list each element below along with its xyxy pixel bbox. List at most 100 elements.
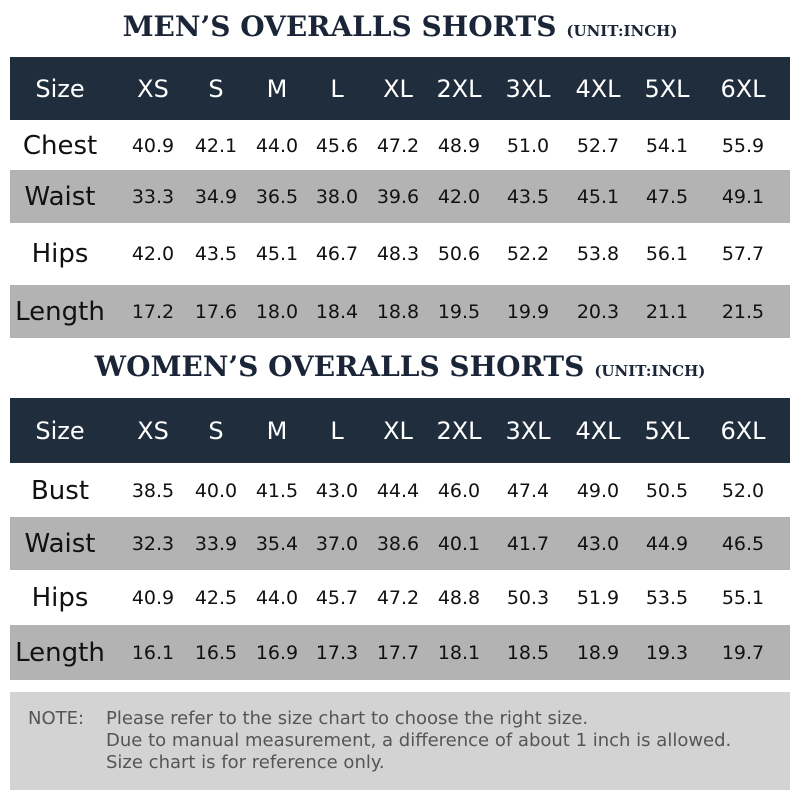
value-cell: 49.0 xyxy=(576,480,620,502)
value-cell: 19.3 xyxy=(645,641,689,664)
header-cell: XL xyxy=(383,416,413,445)
header-cell: 5XL xyxy=(644,416,690,445)
value-cell: 50.3 xyxy=(506,586,550,609)
value-cell: 21.1 xyxy=(645,300,689,323)
value-cell: 18.4 xyxy=(315,300,359,323)
row-label: Hips xyxy=(31,582,89,613)
value-cell: 41.5 xyxy=(255,480,299,502)
header-cell: L xyxy=(330,416,344,445)
value-cell: 55.1 xyxy=(721,586,765,609)
value-cell: 51.9 xyxy=(576,586,620,609)
value-cell: 18.0 xyxy=(255,300,299,323)
value-cell: 42.0 xyxy=(437,185,481,208)
section-title: MEN’S OVERALLS SHORTS (UNIT:INCH) xyxy=(0,10,800,43)
header-cell: XL xyxy=(383,74,413,103)
value-cell: 50.5 xyxy=(645,480,689,502)
value-cell: 47.2 xyxy=(376,586,420,609)
value-cell: 18.9 xyxy=(576,641,620,664)
table-row: Chest 40.9 42.1 44.0 45.6 47.2 48.9 51.0 52.7 54.… xyxy=(10,122,790,170)
value-cell: 51.0 xyxy=(506,135,550,157)
value-cell: 52.2 xyxy=(506,243,550,265)
note-label: NOTE: xyxy=(28,708,85,729)
table-row: Bust 38.5 40.0 41.5 43.0 44.4 46.0 47.4 49.0 50.5… xyxy=(10,465,790,517)
value-cell: 16.9 xyxy=(255,641,299,664)
value-cell: 42.5 xyxy=(194,586,238,609)
value-cell: 42.0 xyxy=(131,243,175,265)
value-cell: 19.9 xyxy=(506,300,550,323)
header-cell: XS xyxy=(137,74,169,103)
value-cell: 40.1 xyxy=(437,532,481,555)
value-cell: 20.3 xyxy=(576,300,620,323)
value-cell: 45.1 xyxy=(255,243,299,265)
value-cell: 46.0 xyxy=(437,480,481,502)
note-box: NOTE: Please refer to the size chart to … xyxy=(10,692,790,790)
table-row: Length 17.2 17.6 18.0 18.4 18.8 19.5 19.9 20.3 21… xyxy=(10,285,790,338)
value-cell: 44.9 xyxy=(645,532,689,555)
header-cell: 6XL xyxy=(720,416,766,445)
value-cell: 43.0 xyxy=(315,480,359,502)
title-text: MEN’S OVERALLS SHORTS xyxy=(122,10,557,43)
value-cell: 19.7 xyxy=(721,641,765,664)
header-cell: L xyxy=(330,74,344,103)
value-cell: 34.9 xyxy=(194,185,238,208)
note-line: Size chart is for reference only. xyxy=(106,752,385,773)
row-label: Bust xyxy=(30,476,90,506)
table-row: Waist 33.3 34.9 36.5 38.0 39.6 42.0 43.5 45.1 47.… xyxy=(10,170,790,223)
value-cell: 36.5 xyxy=(255,185,299,208)
row-label: Waist xyxy=(24,181,96,212)
value-cell: 52.7 xyxy=(576,135,620,157)
value-cell: 43.0 xyxy=(576,532,620,555)
header-cell: Size xyxy=(35,74,85,103)
unit-text: (UNIT:INCH) xyxy=(594,362,706,380)
value-cell: 55.9 xyxy=(721,135,765,157)
value-cell: 45.1 xyxy=(576,185,620,208)
value-cell: 40.0 xyxy=(194,480,238,502)
header-cell: 3XL xyxy=(505,416,551,445)
value-cell: 44.0 xyxy=(255,586,299,609)
value-cell: 45.7 xyxy=(315,586,359,609)
header-cell: M xyxy=(266,74,288,103)
value-cell: 43.5 xyxy=(506,185,550,208)
table-row: Hips 42.0 43.5 45.1 46.7 48.3 50.6 52.2 53.8 56.1… xyxy=(10,223,790,285)
value-cell: 57.7 xyxy=(721,243,765,265)
row-label: Hips xyxy=(31,239,89,269)
header-row: Size XS S M L XL 2XL 3XL 4XL 5XL 6XL xyxy=(10,398,790,463)
value-cell: 50.6 xyxy=(437,243,481,265)
unit-text: (UNIT:INCH) xyxy=(566,22,678,40)
row-label: Length xyxy=(15,637,105,668)
table-row: Waist 32.3 33.9 35.4 37.0 38.6 40.1 41.7 43.0 44.… xyxy=(10,517,790,570)
value-cell: 17.7 xyxy=(376,641,420,664)
header-cell: Size xyxy=(35,416,85,445)
value-cell: 35.4 xyxy=(255,532,299,555)
row-label: Chest xyxy=(22,131,98,161)
table-row: Length 16.1 16.5 16.9 17.3 17.7 18.1 18.5 18.9 19… xyxy=(10,625,790,680)
value-cell: 47.5 xyxy=(645,185,689,208)
value-cell: 47.4 xyxy=(506,480,550,502)
value-cell: 40.9 xyxy=(131,586,175,609)
value-cell: 53.5 xyxy=(645,586,689,609)
value-cell: 53.8 xyxy=(576,243,620,265)
value-cell: 48.9 xyxy=(437,135,481,157)
value-cell: 32.3 xyxy=(131,532,175,555)
value-cell: 16.1 xyxy=(131,641,175,664)
value-cell: 33.9 xyxy=(194,532,238,555)
value-cell: 45.6 xyxy=(315,135,359,157)
value-cell: 44.4 xyxy=(376,480,420,502)
value-cell: 38.6 xyxy=(376,532,420,555)
header-cell: XS xyxy=(137,416,169,445)
value-cell: 48.3 xyxy=(376,243,420,265)
value-cell: 44.0 xyxy=(255,135,299,157)
value-cell: 54.1 xyxy=(645,135,689,157)
value-cell: 38.5 xyxy=(131,480,175,502)
value-cell: 16.5 xyxy=(194,641,238,664)
value-cell: 19.5 xyxy=(437,300,481,323)
value-cell: 47.2 xyxy=(376,135,420,157)
value-cell: 17.2 xyxy=(131,300,175,323)
value-cell: 21.5 xyxy=(721,300,765,323)
value-cell: 41.7 xyxy=(506,532,550,555)
header-cell: M xyxy=(266,416,288,445)
value-cell: 40.9 xyxy=(131,135,175,157)
note-lines: Please refer to the size chart to choose… xyxy=(106,708,731,774)
value-cell: 52.0 xyxy=(721,480,765,502)
